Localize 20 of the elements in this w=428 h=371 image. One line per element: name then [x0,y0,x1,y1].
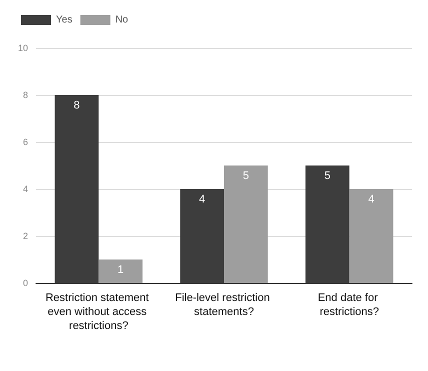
legend-label: Yes [56,14,72,26]
bar [224,166,268,283]
y-tick-label: 10 [18,43,28,53]
y-tick-label: 8 [22,90,28,100]
bar [349,189,394,283]
data-label: 5 [242,170,249,182]
y-tick-label: 6 [22,137,28,147]
legend-label: No [115,14,129,26]
data-label: 4 [199,194,206,206]
bar [98,260,143,283]
y-tick-label: 0 [22,278,28,288]
data-label: 4 [368,194,374,206]
y-tick-label: 4 [22,184,28,194]
data-label: 8 [74,100,80,112]
y-tick-label: 2 [22,231,28,241]
data-label: 5 [324,170,330,182]
x-tick-label: End date for restrictions? [318,292,381,318]
data-label: 1 [118,264,124,276]
x-tick-label: File-level restriction statements? [175,292,273,318]
x-tick-label: Restriction statement even without access restrictions? [45,292,152,332]
